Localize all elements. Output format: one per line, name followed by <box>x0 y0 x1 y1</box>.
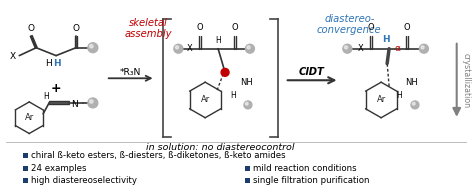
Circle shape <box>88 98 98 108</box>
Text: O: O <box>73 24 80 33</box>
Text: high diastereoselectivity: high diastereoselectivity <box>31 176 137 185</box>
Text: H: H <box>230 91 236 100</box>
Text: H: H <box>215 36 221 45</box>
Text: mild reaction conditions: mild reaction conditions <box>253 164 356 172</box>
Circle shape <box>244 101 252 109</box>
Circle shape <box>247 46 250 49</box>
Text: +: + <box>51 82 61 95</box>
Circle shape <box>88 43 98 53</box>
Text: H: H <box>396 91 402 100</box>
Text: O: O <box>27 24 35 33</box>
Text: α: α <box>394 44 400 53</box>
Circle shape <box>411 101 419 109</box>
Text: single filtration purification: single filtration purification <box>253 176 369 185</box>
Bar <box>23 166 28 171</box>
Circle shape <box>221 68 229 76</box>
Text: in solution: no diastereocontrol: in solution: no diastereocontrol <box>146 143 294 152</box>
Circle shape <box>412 102 415 105</box>
Text: 24 examples: 24 examples <box>31 164 87 172</box>
Text: H: H <box>53 59 61 68</box>
Text: H: H <box>43 92 49 101</box>
Text: O: O <box>368 23 374 32</box>
Bar <box>245 178 250 183</box>
Text: NH: NH <box>240 78 253 87</box>
Text: H: H <box>45 59 52 68</box>
Text: O: O <box>232 23 238 32</box>
Bar <box>23 153 28 158</box>
Text: X: X <box>357 44 363 53</box>
Circle shape <box>343 44 352 53</box>
Circle shape <box>421 46 424 49</box>
Text: N: N <box>71 100 78 109</box>
Text: Ar: Ar <box>201 95 210 104</box>
Circle shape <box>246 44 255 53</box>
Text: O: O <box>404 23 410 32</box>
Text: X: X <box>10 52 16 61</box>
Circle shape <box>246 102 248 105</box>
Circle shape <box>175 46 179 49</box>
Circle shape <box>90 100 93 103</box>
Bar <box>23 178 28 183</box>
Text: O: O <box>197 23 203 32</box>
Circle shape <box>345 46 347 49</box>
Text: *R₃N: *R₃N <box>120 68 141 77</box>
Text: Ar: Ar <box>376 95 386 104</box>
Circle shape <box>419 44 428 53</box>
Text: assembly: assembly <box>125 29 172 39</box>
Text: NH: NH <box>405 78 418 87</box>
Text: crystallization: crystallization <box>461 53 470 108</box>
Text: convergence: convergence <box>317 25 382 35</box>
Text: chiral ß-keto esters, ß-diesters, ß-diketones, ß-keto amides: chiral ß-keto esters, ß-diesters, ß-dike… <box>31 151 286 160</box>
Bar <box>245 166 250 171</box>
Text: Ar: Ar <box>25 113 34 122</box>
Text: X: X <box>186 44 192 53</box>
Text: diastereo-: diastereo- <box>324 14 374 24</box>
Circle shape <box>174 44 183 53</box>
Text: skeletal: skeletal <box>129 18 168 28</box>
Text: H: H <box>383 35 390 44</box>
Text: ClDT: ClDT <box>299 67 325 77</box>
Circle shape <box>90 44 93 48</box>
